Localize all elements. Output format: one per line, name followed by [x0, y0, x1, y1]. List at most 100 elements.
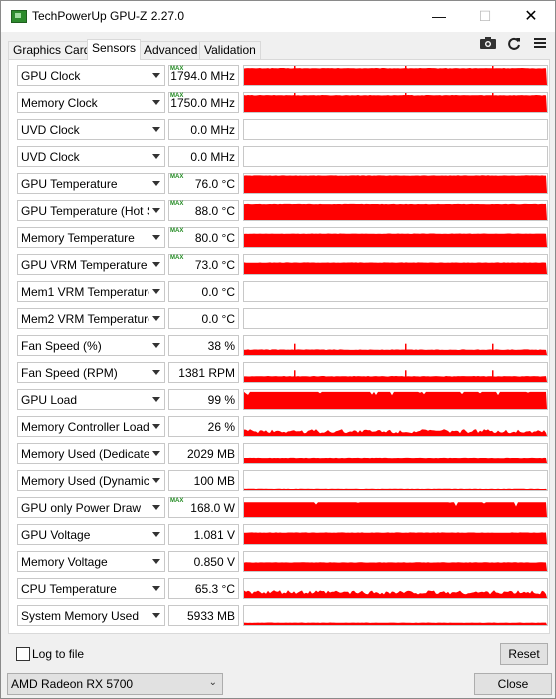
sensor-value: 100 MB — [193, 474, 235, 488]
sensor-name-dropdown[interactable]: Fan Speed (RPM) — [17, 362, 165, 383]
sensor-name-dropdown[interactable]: Memory Controller Load — [17, 416, 165, 437]
sensor-name-dropdown[interactable]: CPU Temperature — [17, 578, 165, 599]
sensor-value: 1750.0 MHz — [170, 96, 235, 110]
sensor-value: 5933 MB — [186, 609, 235, 623]
dropdown-arrow-icon — [152, 235, 160, 240]
sensor-name-dropdown[interactable]: GPU Load — [17, 389, 165, 410]
sensor-graph-area — [244, 262, 547, 274]
sensor-row: Memory Used (Dynamic) 100 MB — [17, 470, 548, 491]
sensor-name-dropdown[interactable]: Fan Speed (%) — [17, 335, 165, 356]
dropdown-arrow-icon — [152, 127, 160, 132]
sensor-name: Mem2 VRM Temperature — [21, 312, 149, 326]
max-indicator: MAX — [170, 498, 184, 504]
sensor-graph — [243, 146, 548, 167]
sensor-graph — [243, 497, 548, 518]
sensor-graph — [243, 65, 548, 86]
camera-icon[interactable] — [479, 37, 497, 51]
sensor-graph-area — [244, 488, 547, 490]
gpu-select-dropdown[interactable]: AMD Radeon RX 5700 ⌄ — [7, 673, 223, 695]
sensor-graph-spike — [294, 370, 296, 378]
sensor-value: 168.0 W — [190, 501, 235, 515]
sensor-row: System Memory Used 5933 MB — [17, 605, 548, 626]
gpu-select-value: AMD Radeon RX 5700 — [11, 677, 134, 691]
tab-advanced[interactable]: Advanced — [139, 41, 203, 59]
sensor-value-box: MAX 1794.0 MHz — [168, 65, 239, 86]
sensor-name-dropdown[interactable]: Mem1 VRM Temperature — [17, 281, 165, 302]
sensor-name: GPU Temperature (Hot Spot) — [21, 204, 149, 218]
dropdown-arrow-icon — [152, 316, 160, 321]
sensor-name: UVD Clock — [21, 123, 80, 137]
sensor-value-box: 1381 RPM — [168, 362, 239, 383]
sensor-graph-area — [244, 562, 547, 571]
sensor-name-dropdown[interactable]: Mem2 VRM Temperature — [17, 308, 165, 329]
dropdown-arrow-icon — [152, 181, 160, 186]
sensor-name-dropdown[interactable]: GPU Clock — [17, 65, 165, 86]
dropdown-arrow-icon — [152, 532, 160, 537]
tab-validation[interactable]: Validation — [199, 41, 261, 59]
sensor-name: Memory Controller Load — [21, 420, 149, 434]
refresh-icon[interactable] — [505, 37, 523, 51]
sensor-name-dropdown[interactable]: GPU Voltage — [17, 524, 165, 545]
sensor-value-box: MAX 73.0 °C — [168, 254, 239, 275]
close-window-button[interactable]: ✕ — [524, 8, 538, 25]
sensor-graph — [243, 335, 548, 356]
sensor-graph-spike — [492, 370, 494, 378]
reset-button[interactable]: Reset — [500, 643, 548, 665]
sensor-graph-area — [244, 376, 547, 382]
sensor-graph — [243, 524, 548, 545]
sensor-row: GPU Load 99 % — [17, 389, 548, 410]
tab-sensors[interactable]: Sensors — [87, 39, 142, 60]
sensor-graph — [243, 254, 548, 275]
dropdown-arrow-icon — [152, 451, 160, 456]
sensor-row: GPU Temperature MAX 76.0 °C — [17, 173, 548, 194]
sensor-name-dropdown[interactable]: GPU Temperature (Hot Spot) — [17, 200, 165, 221]
sensor-name-dropdown[interactable]: UVD Clock — [17, 146, 165, 167]
tab-graphics-card[interactable]: Graphics Card — [8, 41, 96, 59]
sensor-row: GPU Clock MAX 1794.0 MHz — [17, 65, 548, 86]
sensor-value: 76.0 °C — [194, 177, 235, 191]
sensor-value: 80.0 °C — [194, 231, 235, 245]
dropdown-arrow-icon — [152, 289, 160, 294]
sensor-row: CPU Temperature 65.3 °C — [17, 578, 548, 599]
close-button[interactable]: Close — [474, 673, 552, 695]
sensor-name: CPU Temperature — [21, 582, 117, 596]
sensor-graph-spike — [294, 66, 296, 73]
sensor-name-dropdown[interactable]: Memory Used (Dedicated) — [17, 443, 165, 464]
sensor-value-box: 2029 MB — [168, 443, 239, 464]
minimize-button[interactable]: — — [432, 8, 446, 24]
sensor-value: 0.0 °C — [201, 312, 235, 326]
sensor-value: 0.850 V — [193, 555, 235, 569]
sensor-name: Memory Clock — [21, 96, 98, 110]
sensor-value-box: 0.0 °C — [168, 281, 239, 302]
sensor-value-box: MAX 1750.0 MHz — [168, 92, 239, 113]
sensor-name: GPU Clock — [21, 69, 81, 83]
log-to-file-checkbox[interactable] — [16, 647, 30, 661]
sensor-value: 26 % — [207, 420, 235, 434]
title-bar: TechPowerUp GPU-Z 2.27.0 — ☐ ✕ — [1, 1, 555, 32]
sensor-name-dropdown[interactable]: System Memory Used — [17, 605, 165, 626]
max-indicator: MAX — [170, 66, 184, 72]
sensor-name-dropdown[interactable]: UVD Clock — [17, 119, 165, 140]
sensor-row: Memory Controller Load 26 % — [17, 416, 548, 437]
sensor-name-dropdown[interactable]: GPU only Power Draw — [17, 497, 165, 518]
sensor-name-dropdown[interactable]: Memory Clock — [17, 92, 165, 113]
sensor-name-dropdown[interactable]: Memory Used (Dynamic) — [17, 470, 165, 491]
max-indicator: MAX — [170, 255, 184, 261]
gpuz-app-icon — [11, 10, 27, 23]
sensor-name-dropdown[interactable]: GPU VRM Temperature — [17, 254, 165, 275]
sensor-value-box: 100 MB — [168, 470, 239, 491]
sensor-name-dropdown[interactable]: GPU Temperature — [17, 173, 165, 194]
menu-icon[interactable] — [531, 37, 549, 51]
sensor-value-box: 5933 MB — [168, 605, 239, 626]
sensor-name-dropdown[interactable]: Memory Temperature — [17, 227, 165, 248]
sensor-value-box: MAX 88.0 °C — [168, 200, 239, 221]
sensor-graph-plot — [244, 343, 547, 355]
sensor-graph — [243, 362, 548, 383]
dropdown-arrow-icon — [152, 154, 160, 159]
sensor-row: Memory Voltage 0.850 V — [17, 551, 548, 572]
sensor-graph-area — [244, 590, 547, 598]
sensor-graph-plot — [244, 457, 547, 463]
sensor-graph-area — [244, 502, 547, 517]
maximize-button[interactable]: ☐ — [478, 8, 492, 24]
sensor-name-dropdown[interactable]: Memory Voltage — [17, 551, 165, 572]
